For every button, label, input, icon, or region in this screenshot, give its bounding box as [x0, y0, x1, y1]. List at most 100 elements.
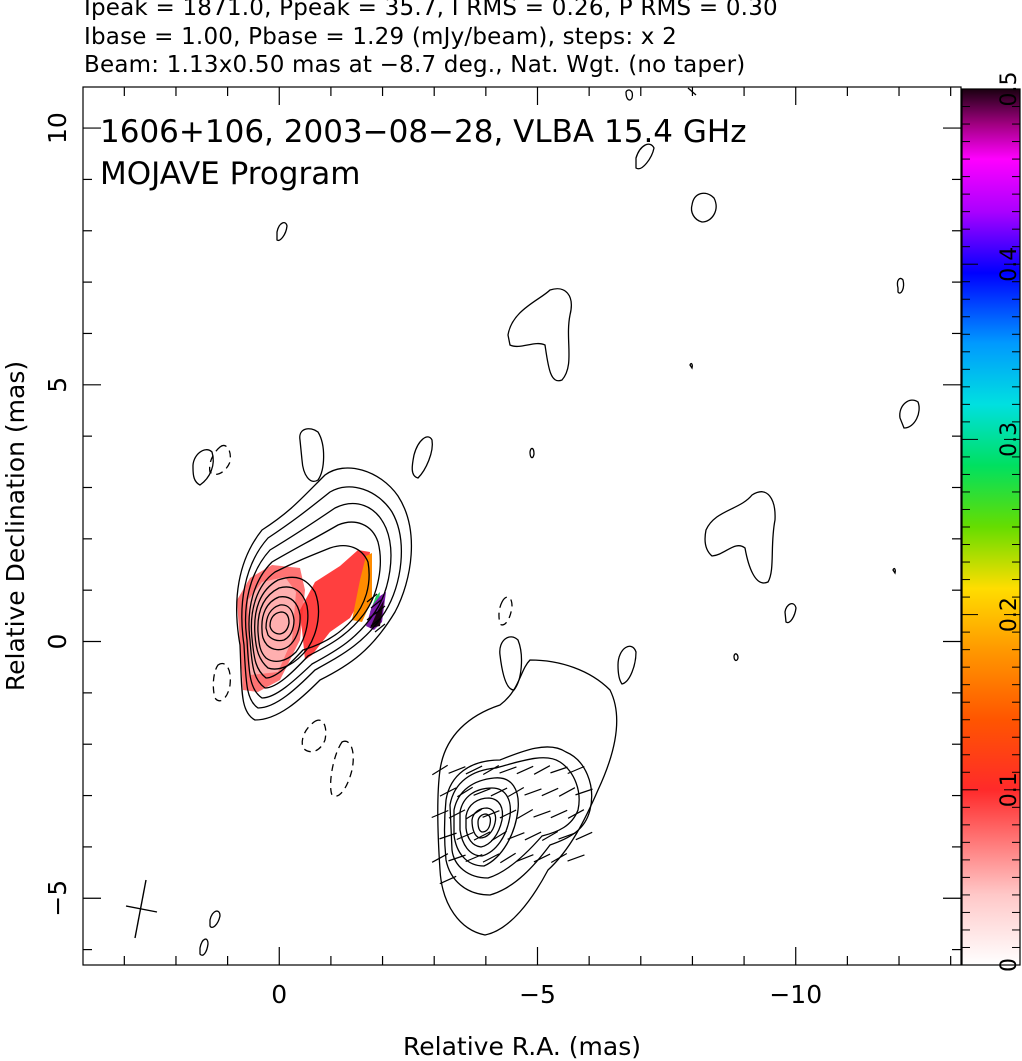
- knot-contour-1: [437, 659, 618, 936]
- evpa-tick: [448, 854, 466, 862]
- blob-tiny-2: [733, 653, 739, 662]
- header-line-3: Beam: 1.13x0.50 mas at −8.7 deg., Nat. W…: [84, 52, 746, 78]
- evpa-tick: [370, 599, 382, 609]
- core-contour-8: [261, 596, 301, 651]
- y-tick-label: 5: [43, 377, 72, 393]
- colorbar-tick-label: 0.5: [997, 72, 1022, 107]
- blob-south-1: [209, 910, 221, 929]
- evpa-tick: [499, 809, 517, 819]
- colorbar: [962, 89, 1020, 965]
- evpa-tick: [541, 830, 559, 842]
- colorbar-tick-label: 0.3: [997, 422, 1022, 457]
- evpa-tick: [533, 853, 551, 863]
- fpol-edge-dark: [370, 600, 384, 628]
- blob-jet-ne: [690, 192, 717, 223]
- evpa-tick: [482, 764, 500, 776]
- evpa-tick: [550, 852, 568, 864]
- evpa-tick: [541, 787, 559, 797]
- core-contour-5: [250, 545, 370, 679]
- evpa-tick: [465, 765, 483, 775]
- evpa-tick: [439, 787, 457, 797]
- core-contour-7: [257, 586, 309, 663]
- evpa-tick: [550, 766, 568, 774]
- blob-far-east-2: [899, 399, 920, 429]
- knot-contour-2: [443, 746, 593, 896]
- evpa-tick: [567, 765, 585, 775]
- stokes-i-contours: [192, 87, 920, 956]
- fpol-jet-red: [300, 550, 370, 660]
- header-line-1: Ipeak = 1871.0, Ppeak = 35.7, I RMS = 0.…: [84, 0, 778, 21]
- chart-subtitle: MOJAVE Program: [100, 156, 360, 192]
- evpa-tick: [500, 852, 516, 864]
- evpa-tick: [431, 853, 449, 863]
- evpa-tick: [457, 786, 473, 798]
- core-contour-3: [244, 502, 392, 699]
- evpa-tick: [558, 832, 576, 840]
- evpa-tick: [507, 786, 525, 798]
- evpa-tick: [473, 831, 491, 841]
- blob-west-1: [192, 449, 214, 486]
- fpol-jet-orange: [352, 553, 372, 622]
- evpa-tick: [448, 809, 466, 819]
- evpa-tick: [366, 593, 378, 603]
- evpa-tick: [456, 831, 474, 841]
- knot-contour-8: [477, 813, 492, 833]
- blob-tiny-3: [689, 362, 693, 370]
- colorbar-ticks: 0 0.1 0.2 0.3 0.4 0.5: [962, 72, 1022, 972]
- neg-contour-5: [498, 596, 513, 626]
- core-contour-9: [265, 604, 295, 642]
- evpa-tick: [466, 808, 482, 820]
- evpa-tick: [370, 617, 382, 627]
- evpa-tick: [558, 787, 576, 797]
- blob-north-2: [411, 436, 433, 479]
- header-line-2: Ibase = 1.00, Pbase = 1.29 (mJy/beam), s…: [84, 24, 677, 50]
- knot-contour-3: [449, 757, 580, 879]
- colorbar-tick-label: 0.4: [997, 247, 1022, 282]
- x-axis-ticks: 0 −5 −10: [123, 87, 952, 1009]
- evpa-tick: [575, 831, 593, 841]
- chart-title: 1606+106, 2003−08−28, VLBA 15.4 GHz: [100, 114, 746, 150]
- evpa-tick: [491, 830, 507, 842]
- knot-contour-6: [465, 797, 504, 848]
- evpa-tick: [473, 788, 491, 796]
- y-tick-label: 0: [43, 634, 72, 650]
- blob-mid-small: [499, 636, 523, 691]
- core-contour-6: [254, 576, 320, 670]
- blob-north-1: [299, 428, 325, 482]
- x-tick-label: −5: [519, 980, 556, 1009]
- blob-far-east: [896, 277, 905, 294]
- blob-tiny-1: [529, 447, 535, 459]
- core-contour-2: [241, 486, 402, 709]
- evpa-vectors: [366, 593, 593, 885]
- blob-east-small: [784, 603, 797, 624]
- core-contour-4: [248, 521, 381, 689]
- evpa-tick: [524, 831, 542, 841]
- colorbar-tick-label: 0.1: [997, 772, 1022, 807]
- evpa-tick: [482, 810, 500, 818]
- knot-contour-5: [459, 787, 512, 857]
- y-axis-label: Relative Declination (mas): [1, 361, 30, 691]
- blob-tiny-4: [892, 567, 896, 575]
- evpa-tick: [448, 766, 466, 774]
- evpa-tick: [465, 853, 483, 863]
- plot-frame: [82, 86, 962, 966]
- colorbar-tick-label: 0: [997, 958, 1022, 972]
- evpa-tick: [499, 766, 517, 774]
- blob-nw: [276, 221, 288, 241]
- fpol-core-pale: [248, 577, 296, 675]
- colorbar-tick-label: 0.2: [997, 597, 1022, 632]
- evpa-tick: [533, 810, 551, 818]
- blob-ne-small: [635, 143, 655, 170]
- evpa-tick: [482, 853, 500, 863]
- evpa-tick: [431, 809, 449, 819]
- core-contour-1: [236, 467, 413, 721]
- neg-contour-4: [208, 444, 232, 476]
- core-contour-10: [269, 611, 290, 635]
- x-tick-label: −10: [769, 980, 822, 1009]
- evpa-tick: [567, 854, 585, 862]
- evpa-tick: [516, 854, 534, 862]
- evpa-tick: [533, 765, 551, 775]
- evpa-tick: [366, 611, 378, 621]
- evpa-tick: [439, 832, 457, 840]
